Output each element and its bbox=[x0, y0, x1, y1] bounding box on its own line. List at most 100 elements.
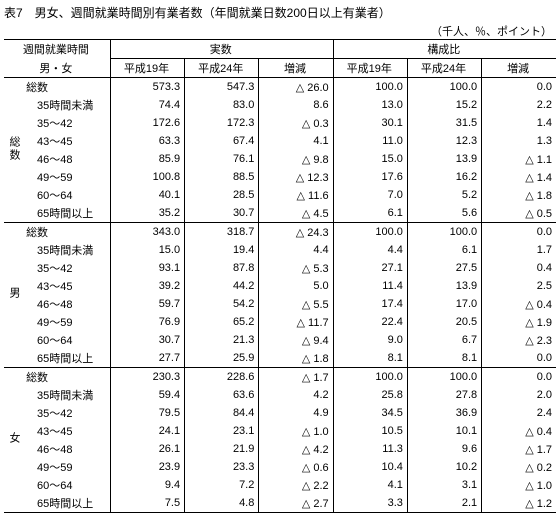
row-category: 60～64 bbox=[22, 476, 110, 494]
data-cell: 4.4 bbox=[333, 241, 407, 259]
data-cell: 40.1 bbox=[110, 186, 184, 204]
data-cell: 4.8 bbox=[185, 494, 259, 513]
data-cell: 11.0 bbox=[333, 132, 407, 150]
data-cell: 10.4 bbox=[333, 458, 407, 476]
data-cell: 6.1 bbox=[407, 241, 481, 259]
data-cell: 228.6 bbox=[185, 368, 259, 387]
data-cell: 100.0 bbox=[333, 78, 407, 97]
data-cell: 27.7 bbox=[110, 349, 184, 368]
data-cell: △ 2.7 bbox=[259, 494, 333, 513]
data-cell: 12.3 bbox=[407, 132, 481, 150]
data-cell: 63.6 bbox=[185, 386, 259, 404]
data-cell: 6.1 bbox=[333, 204, 407, 223]
header-col: 平成19年 bbox=[333, 59, 407, 78]
data-cell: △ 1.0 bbox=[259, 422, 333, 440]
data-cell: 230.3 bbox=[110, 368, 184, 387]
data-cell: △ 9.8 bbox=[259, 150, 333, 168]
data-cell: 19.4 bbox=[185, 241, 259, 259]
data-cell: 1.4 bbox=[482, 114, 556, 132]
data-cell: 25.9 bbox=[185, 349, 259, 368]
data-cell: 20.5 bbox=[407, 313, 481, 331]
data-cell: 21.9 bbox=[185, 440, 259, 458]
data-cell: 4.2 bbox=[259, 386, 333, 404]
data-cell: 13.9 bbox=[407, 150, 481, 168]
data-cell: 87.8 bbox=[185, 259, 259, 277]
data-cell: 7.2 bbox=[185, 476, 259, 494]
data-cell: 30.7 bbox=[185, 204, 259, 223]
data-cell: 35.2 bbox=[110, 204, 184, 223]
data-cell: △ 1.1 bbox=[482, 150, 556, 168]
row-category: 43～45 bbox=[22, 422, 110, 440]
data-cell: 39.2 bbox=[110, 277, 184, 295]
data-cell: △ 0.4 bbox=[482, 422, 556, 440]
data-cell: 4.1 bbox=[333, 476, 407, 494]
data-cell: 172.6 bbox=[110, 114, 184, 132]
data-cell: 2.1 bbox=[407, 494, 481, 513]
row-category: 46～48 bbox=[22, 295, 110, 313]
data-cell: 17.0 bbox=[407, 295, 481, 313]
data-cell: △ 1.0 bbox=[482, 476, 556, 494]
data-cell: 7.0 bbox=[333, 186, 407, 204]
row-category: 65時間以上 bbox=[22, 349, 110, 368]
row-category: 49～59 bbox=[22, 313, 110, 331]
data-cell: 67.4 bbox=[185, 132, 259, 150]
row-category: 35～42 bbox=[22, 114, 110, 132]
row-category: 総数 bbox=[22, 368, 110, 387]
data-cell: 83.0 bbox=[185, 96, 259, 114]
data-cell: 54.2 bbox=[185, 295, 259, 313]
row-category: 35時間未満 bbox=[22, 96, 110, 114]
data-cell: △ 1.2 bbox=[482, 494, 556, 513]
data-cell: 28.5 bbox=[185, 186, 259, 204]
data-cell: 0.0 bbox=[482, 223, 556, 242]
data-cell: △ 9.4 bbox=[259, 331, 333, 349]
data-cell: 76.1 bbox=[185, 150, 259, 168]
data-cell: 318.7 bbox=[185, 223, 259, 242]
data-cell: 15.2 bbox=[407, 96, 481, 114]
data-cell: 7.5 bbox=[110, 494, 184, 513]
row-category: 49～59 bbox=[22, 168, 110, 186]
data-cell: 100.0 bbox=[333, 223, 407, 242]
data-cell: △ 1.9 bbox=[482, 313, 556, 331]
data-cell: 9.6 bbox=[407, 440, 481, 458]
data-cell: 5.0 bbox=[259, 277, 333, 295]
data-cell: 100.0 bbox=[407, 368, 481, 387]
row-category: 43～45 bbox=[22, 277, 110, 295]
data-cell: 26.1 bbox=[110, 440, 184, 458]
data-table: 週間就業時間 実数 構成比 男・女 平成19年 平成24年 増減 平成19年 平… bbox=[4, 39, 556, 513]
data-cell: 59.4 bbox=[110, 386, 184, 404]
data-cell: △ 11.7 bbox=[259, 313, 333, 331]
data-cell: △ 26.0 bbox=[259, 78, 333, 97]
header-col: 平成19年 bbox=[110, 59, 184, 78]
data-cell: 5.6 bbox=[407, 204, 481, 223]
data-cell: 23.9 bbox=[110, 458, 184, 476]
data-cell: △ 1.7 bbox=[482, 440, 556, 458]
header-col: 増減 bbox=[259, 59, 333, 78]
data-cell: △ 0.5 bbox=[482, 204, 556, 223]
data-cell: 88.5 bbox=[185, 168, 259, 186]
data-cell: 13.9 bbox=[407, 277, 481, 295]
row-category: 35時間未満 bbox=[22, 241, 110, 259]
data-cell: 22.4 bbox=[333, 313, 407, 331]
data-cell: 2.4 bbox=[482, 404, 556, 422]
row-category: 35時間未満 bbox=[22, 386, 110, 404]
data-cell: 11.4 bbox=[333, 277, 407, 295]
row-category: 46～48 bbox=[22, 150, 110, 168]
header-col: 増減 bbox=[482, 59, 556, 78]
data-cell: 21.3 bbox=[185, 331, 259, 349]
data-cell: △ 0.4 bbox=[482, 295, 556, 313]
data-cell: △ 1.8 bbox=[259, 349, 333, 368]
row-category: 65時間以上 bbox=[22, 204, 110, 223]
data-cell: △ 1.4 bbox=[482, 168, 556, 186]
row-category: 総数 bbox=[22, 78, 110, 97]
data-cell: 100.0 bbox=[407, 223, 481, 242]
group-label: 男 bbox=[4, 223, 22, 368]
data-cell: 343.0 bbox=[110, 223, 184, 242]
group-label: 女 bbox=[4, 368, 22, 513]
header-rowhead1: 週間就業時間 bbox=[4, 40, 110, 59]
data-cell: 0.0 bbox=[482, 368, 556, 387]
data-cell: 44.2 bbox=[185, 277, 259, 295]
data-cell: 10.1 bbox=[407, 422, 481, 440]
data-cell: 74.4 bbox=[110, 96, 184, 114]
data-cell: △ 4.2 bbox=[259, 440, 333, 458]
data-cell: 25.8 bbox=[333, 386, 407, 404]
